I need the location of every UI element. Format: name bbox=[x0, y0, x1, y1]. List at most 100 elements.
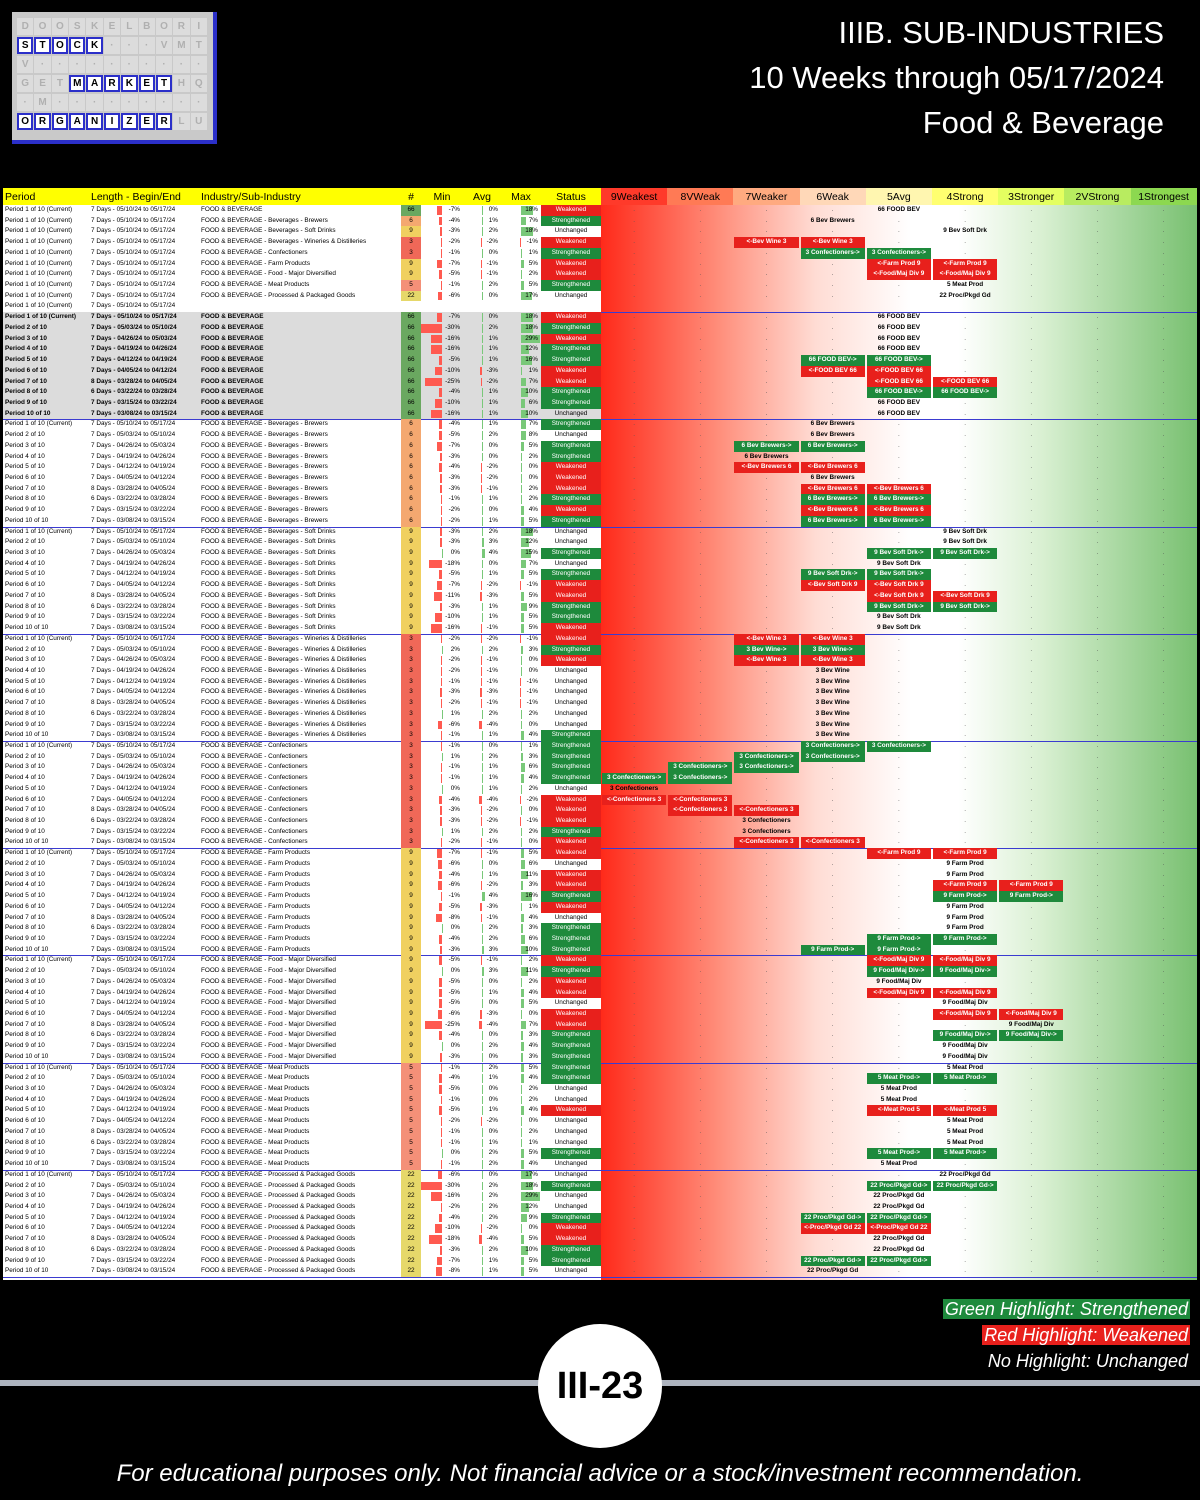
data-row: Period 1 of 10 (Current) 7 Days - 05/10/2… bbox=[3, 526, 1197, 538]
empty-cell-dot: . bbox=[964, 1020, 966, 1028]
empty-cell-dot: . bbox=[1030, 484, 1033, 492]
min-cell: -2% bbox=[448, 1117, 460, 1125]
value-bar bbox=[521, 398, 525, 408]
empty-cell-dot: . bbox=[1096, 516, 1099, 524]
value-bar bbox=[520, 581, 522, 590]
industry-cell: FOOD & BEVERAGE - Beverages - Brewers bbox=[201, 484, 328, 492]
min-cell: -3% bbox=[448, 484, 460, 492]
data-row: Period 7 of 10 8 Days - 03/28/24 to 04/05… bbox=[3, 1019, 1197, 1031]
status-cell: Strengthened bbox=[541, 440, 601, 452]
avg-cell: -2% bbox=[486, 463, 498, 471]
count-cell: 9 bbox=[401, 869, 421, 881]
value-bar bbox=[437, 581, 442, 590]
value-bar bbox=[442, 967, 443, 976]
empty-cell-dot: . bbox=[1162, 356, 1165, 364]
empty-cell-dot: . bbox=[765, 366, 768, 374]
value-bar bbox=[521, 431, 527, 440]
industry-cell: FOOD & BEVERAGE bbox=[201, 409, 264, 417]
empty-cell-dot: . bbox=[898, 452, 900, 460]
empty-cell-dot: . bbox=[1030, 259, 1033, 267]
value-bar bbox=[521, 206, 533, 215]
min-cell: -5% bbox=[448, 988, 460, 996]
value-bar bbox=[437, 1170, 442, 1180]
empty-cell-dot: . bbox=[831, 398, 834, 406]
value-bar bbox=[480, 591, 482, 601]
value-bar bbox=[441, 1127, 443, 1137]
rank-label: <-Bev Wine 3 bbox=[734, 237, 799, 248]
length-cell: 7 Days - 04/12/24 to 04/19/24 bbox=[91, 1213, 176, 1221]
period-cell: Period 5 of 10 bbox=[5, 356, 47, 364]
industry-cell: FOOD & BEVERAGE - Beverages - Soft Drink… bbox=[201, 570, 336, 578]
period-cell: Period 7 of 10 bbox=[5, 913, 45, 921]
empty-cell-dot: . bbox=[1030, 452, 1033, 460]
empty-cell-dot: . bbox=[765, 484, 768, 492]
empty-cell-dot: . bbox=[699, 859, 702, 867]
empty-cell-dot: . bbox=[633, 752, 635, 760]
empty-cell-dot: . bbox=[1162, 1074, 1165, 1082]
max-cell: -2% bbox=[526, 795, 538, 803]
value-bar bbox=[521, 988, 524, 998]
value-bar bbox=[480, 377, 482, 387]
logo-letter: L bbox=[121, 18, 138, 35]
status-cell: Weakened bbox=[541, 987, 601, 999]
empty-cell-dot: . bbox=[1030, 291, 1033, 299]
data-row: Period 9 of 10 7 Days - 03/15/24 to 03/22… bbox=[3, 826, 1197, 838]
max-cell: 18% bbox=[525, 1181, 538, 1189]
min-cell: 2% bbox=[450, 645, 460, 653]
rank-label: 5 Meat Prod-> bbox=[933, 1148, 998, 1160]
sheet-header-row: Period Length - Begin/End Industry/Sub-Ind… bbox=[3, 188, 1197, 205]
empty-cell-dot: . bbox=[1162, 613, 1165, 621]
min-cell: -2% bbox=[448, 516, 460, 524]
count-cell: 66 bbox=[401, 205, 421, 216]
data-row: Period 4 of 10 7 Days - 04/19/24 to 04/26… bbox=[3, 558, 1197, 570]
data-row: Period 6 of 10 7 Days - 04/05/24 to 04/12… bbox=[3, 580, 1197, 591]
empty-cell-dot: . bbox=[1096, 1127, 1099, 1135]
period-cell: Period 9 of 10 bbox=[5, 827, 45, 835]
empty-cell-dot: . bbox=[699, 677, 702, 685]
count-cell: 6 bbox=[401, 505, 421, 516]
industry-cell: FOOD & BEVERAGE - Processed & Packaged G… bbox=[201, 1170, 356, 1178]
value-bar bbox=[482, 1213, 484, 1223]
empty-cell-dot: . bbox=[831, 206, 834, 213]
empty-cell-dot: . bbox=[699, 570, 702, 578]
length-cell: 7 Days - 04/26/24 to 05/03/24 bbox=[91, 870, 176, 878]
empty-cell-dot: . bbox=[1162, 377, 1165, 385]
empty-cell-dot: . bbox=[1030, 634, 1033, 642]
avg-cell: 1% bbox=[488, 988, 498, 996]
empty-cell-dot: . bbox=[1030, 323, 1033, 331]
avg-cell: -1% bbox=[486, 270, 498, 278]
empty-cell-dot: . bbox=[765, 248, 768, 256]
empty-cell-dot: . bbox=[1096, 323, 1099, 331]
max-cell: 2% bbox=[528, 1085, 538, 1093]
empty-cell-dot: . bbox=[699, 549, 702, 557]
value-bar bbox=[482, 945, 484, 955]
industry-cell: FOOD & BEVERAGE bbox=[201, 323, 264, 331]
disclaimer: For educational purposes only. Not finan… bbox=[116, 1460, 1084, 1487]
data-row: Period 5 of 10 7 Days - 04/12/24 to 04/19… bbox=[3, 998, 1197, 1009]
empty-cell-dot: . bbox=[964, 248, 966, 256]
status-cell: Strengthened bbox=[541, 762, 601, 774]
max-cell: 4% bbox=[528, 1042, 538, 1050]
empty-cell-dot: . bbox=[765, 817, 768, 825]
empty-cell-dot: . bbox=[633, 934, 635, 942]
empty-cell-dot: . bbox=[831, 902, 834, 910]
rank-label: 22 Proc/Pkgd Gd-> bbox=[800, 1212, 865, 1224]
empty-cell-dot: . bbox=[699, 581, 702, 589]
empty-cell-dot: . bbox=[633, 452, 635, 460]
logo-letter: U bbox=[190, 113, 207, 130]
empty-cell-dot: . bbox=[633, 334, 635, 342]
empty-cell-dot: . bbox=[699, 1235, 702, 1243]
empty-cell-dot: . bbox=[765, 516, 768, 524]
logo-letter: R bbox=[34, 113, 51, 130]
industry-cell: FOOD & BEVERAGE - Meat Products bbox=[201, 1085, 310, 1093]
value-bar bbox=[441, 892, 443, 901]
max-cell: 5% bbox=[528, 1063, 538, 1071]
empty-cell-dot: . bbox=[1162, 1224, 1165, 1232]
avg-cell: -1% bbox=[486, 913, 498, 921]
data-row: Period 1 of 10 (Current) 7 Days - 05/10/2… bbox=[3, 1062, 1197, 1074]
status-cell: Weakened bbox=[541, 1019, 601, 1031]
avg-cell: -1% bbox=[486, 666, 498, 674]
rank-label: 9 Food/Maj Div-> bbox=[999, 1030, 1064, 1042]
value-bar bbox=[482, 409, 483, 419]
value-bar bbox=[439, 945, 442, 955]
